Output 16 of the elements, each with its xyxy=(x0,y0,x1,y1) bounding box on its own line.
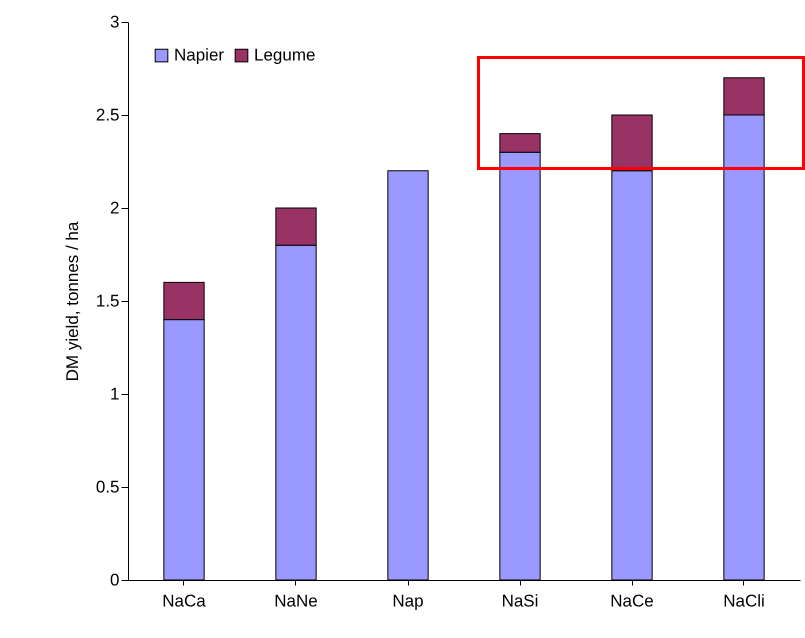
x-tick-label: NaCa xyxy=(162,592,206,610)
y-tick-label: 2 xyxy=(110,198,120,218)
x-tick-label: Nap xyxy=(392,592,424,610)
y-tick-label: 1.5 xyxy=(96,292,120,310)
x-tick-label: NaCli xyxy=(723,592,765,610)
legend-label: Napier xyxy=(174,46,224,65)
x-tick-label: NaCe xyxy=(610,592,654,610)
y-tick-label: 0 xyxy=(110,570,120,590)
y-axis-title: DM yield, tonnes / ha xyxy=(62,221,82,382)
y-tick-label: 2.5 xyxy=(96,106,120,124)
x-tick-label: NaNe xyxy=(274,592,318,610)
x-tick-label: NaSi xyxy=(502,592,538,610)
y-tick-label: 1 xyxy=(110,384,120,404)
y-tick-label: 0.5 xyxy=(96,478,120,496)
legend-label: Legume xyxy=(254,46,316,65)
y-tick-label: 3 xyxy=(110,12,120,32)
